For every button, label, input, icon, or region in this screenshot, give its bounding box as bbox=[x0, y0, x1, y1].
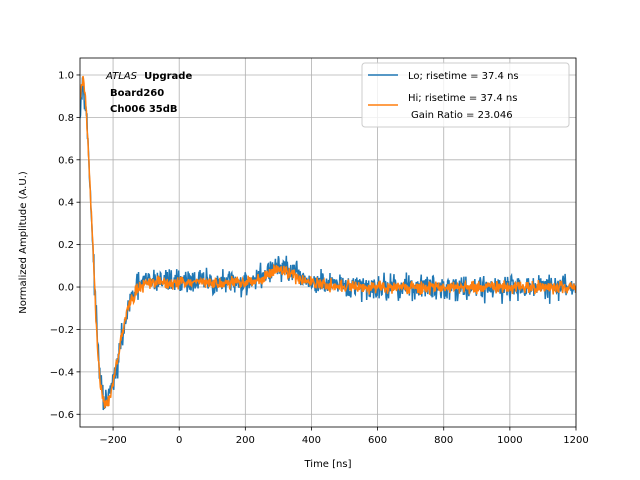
y-tick-label: 0.8 bbox=[58, 113, 74, 124]
x-tick-label: 800 bbox=[434, 435, 453, 446]
x-tick-label: 600 bbox=[368, 435, 387, 446]
y-tick-label: 0.0 bbox=[58, 283, 74, 294]
x-tick-label: 1000 bbox=[497, 435, 522, 446]
y-tick-label: 0.6 bbox=[58, 155, 74, 166]
annotation-channel: Ch006 35dB bbox=[110, 104, 178, 115]
x-tick-label: 1200 bbox=[563, 435, 588, 446]
y-axis-label: Normalized Amplitude (A.U.) bbox=[18, 171, 29, 314]
legend-box bbox=[361, 62, 570, 128]
x-tick-label: 200 bbox=[236, 435, 255, 446]
annotation-tag: Upgrade bbox=[144, 71, 192, 82]
x-axis-label: Time [ns] bbox=[303, 459, 351, 470]
x-tick-label: 0 bbox=[176, 435, 182, 446]
legend-label-lo: Lo; risetime = 37.4 ns bbox=[408, 71, 519, 82]
y-tick-label: 0.4 bbox=[58, 198, 74, 209]
ticks: −200 0 200 400 600 800 1000 1200 −0.6 −0.4 −0.2 0.0… bbox=[50, 70, 589, 446]
y-tick-label: −0.2 bbox=[50, 325, 74, 336]
y-tick-label: −0.6 bbox=[50, 410, 74, 421]
svg-text:ATLAS Upgrade: ATLAS Upgrade bbox=[105, 71, 192, 82]
legend: Lo; risetime = 37.4 ns Hi; risetime = 37… bbox=[361, 62, 570, 128]
axes-frame bbox=[79, 57, 577, 428]
annotation-experiment: ATLAS bbox=[105, 71, 138, 82]
plot-lines bbox=[80, 75, 576, 411]
annotation-board: Board260 bbox=[110, 88, 164, 99]
series-line-hi bbox=[80, 75, 576, 409]
y-tick-label: −0.4 bbox=[50, 367, 74, 378]
x-tick-label: −200 bbox=[99, 435, 126, 446]
x-tick-label: 400 bbox=[302, 435, 321, 446]
y-tick-label: 0.2 bbox=[58, 240, 74, 251]
legend-label-hi: Hi; risetime = 37.4 ns bbox=[408, 93, 517, 104]
annotation: ATLAS Upgrade Board260 Ch006 35dB bbox=[105, 71, 192, 115]
y-tick-label: 1.0 bbox=[58, 70, 74, 81]
legend-label-ratio: Gain Ratio = 23.046 bbox=[411, 110, 513, 121]
